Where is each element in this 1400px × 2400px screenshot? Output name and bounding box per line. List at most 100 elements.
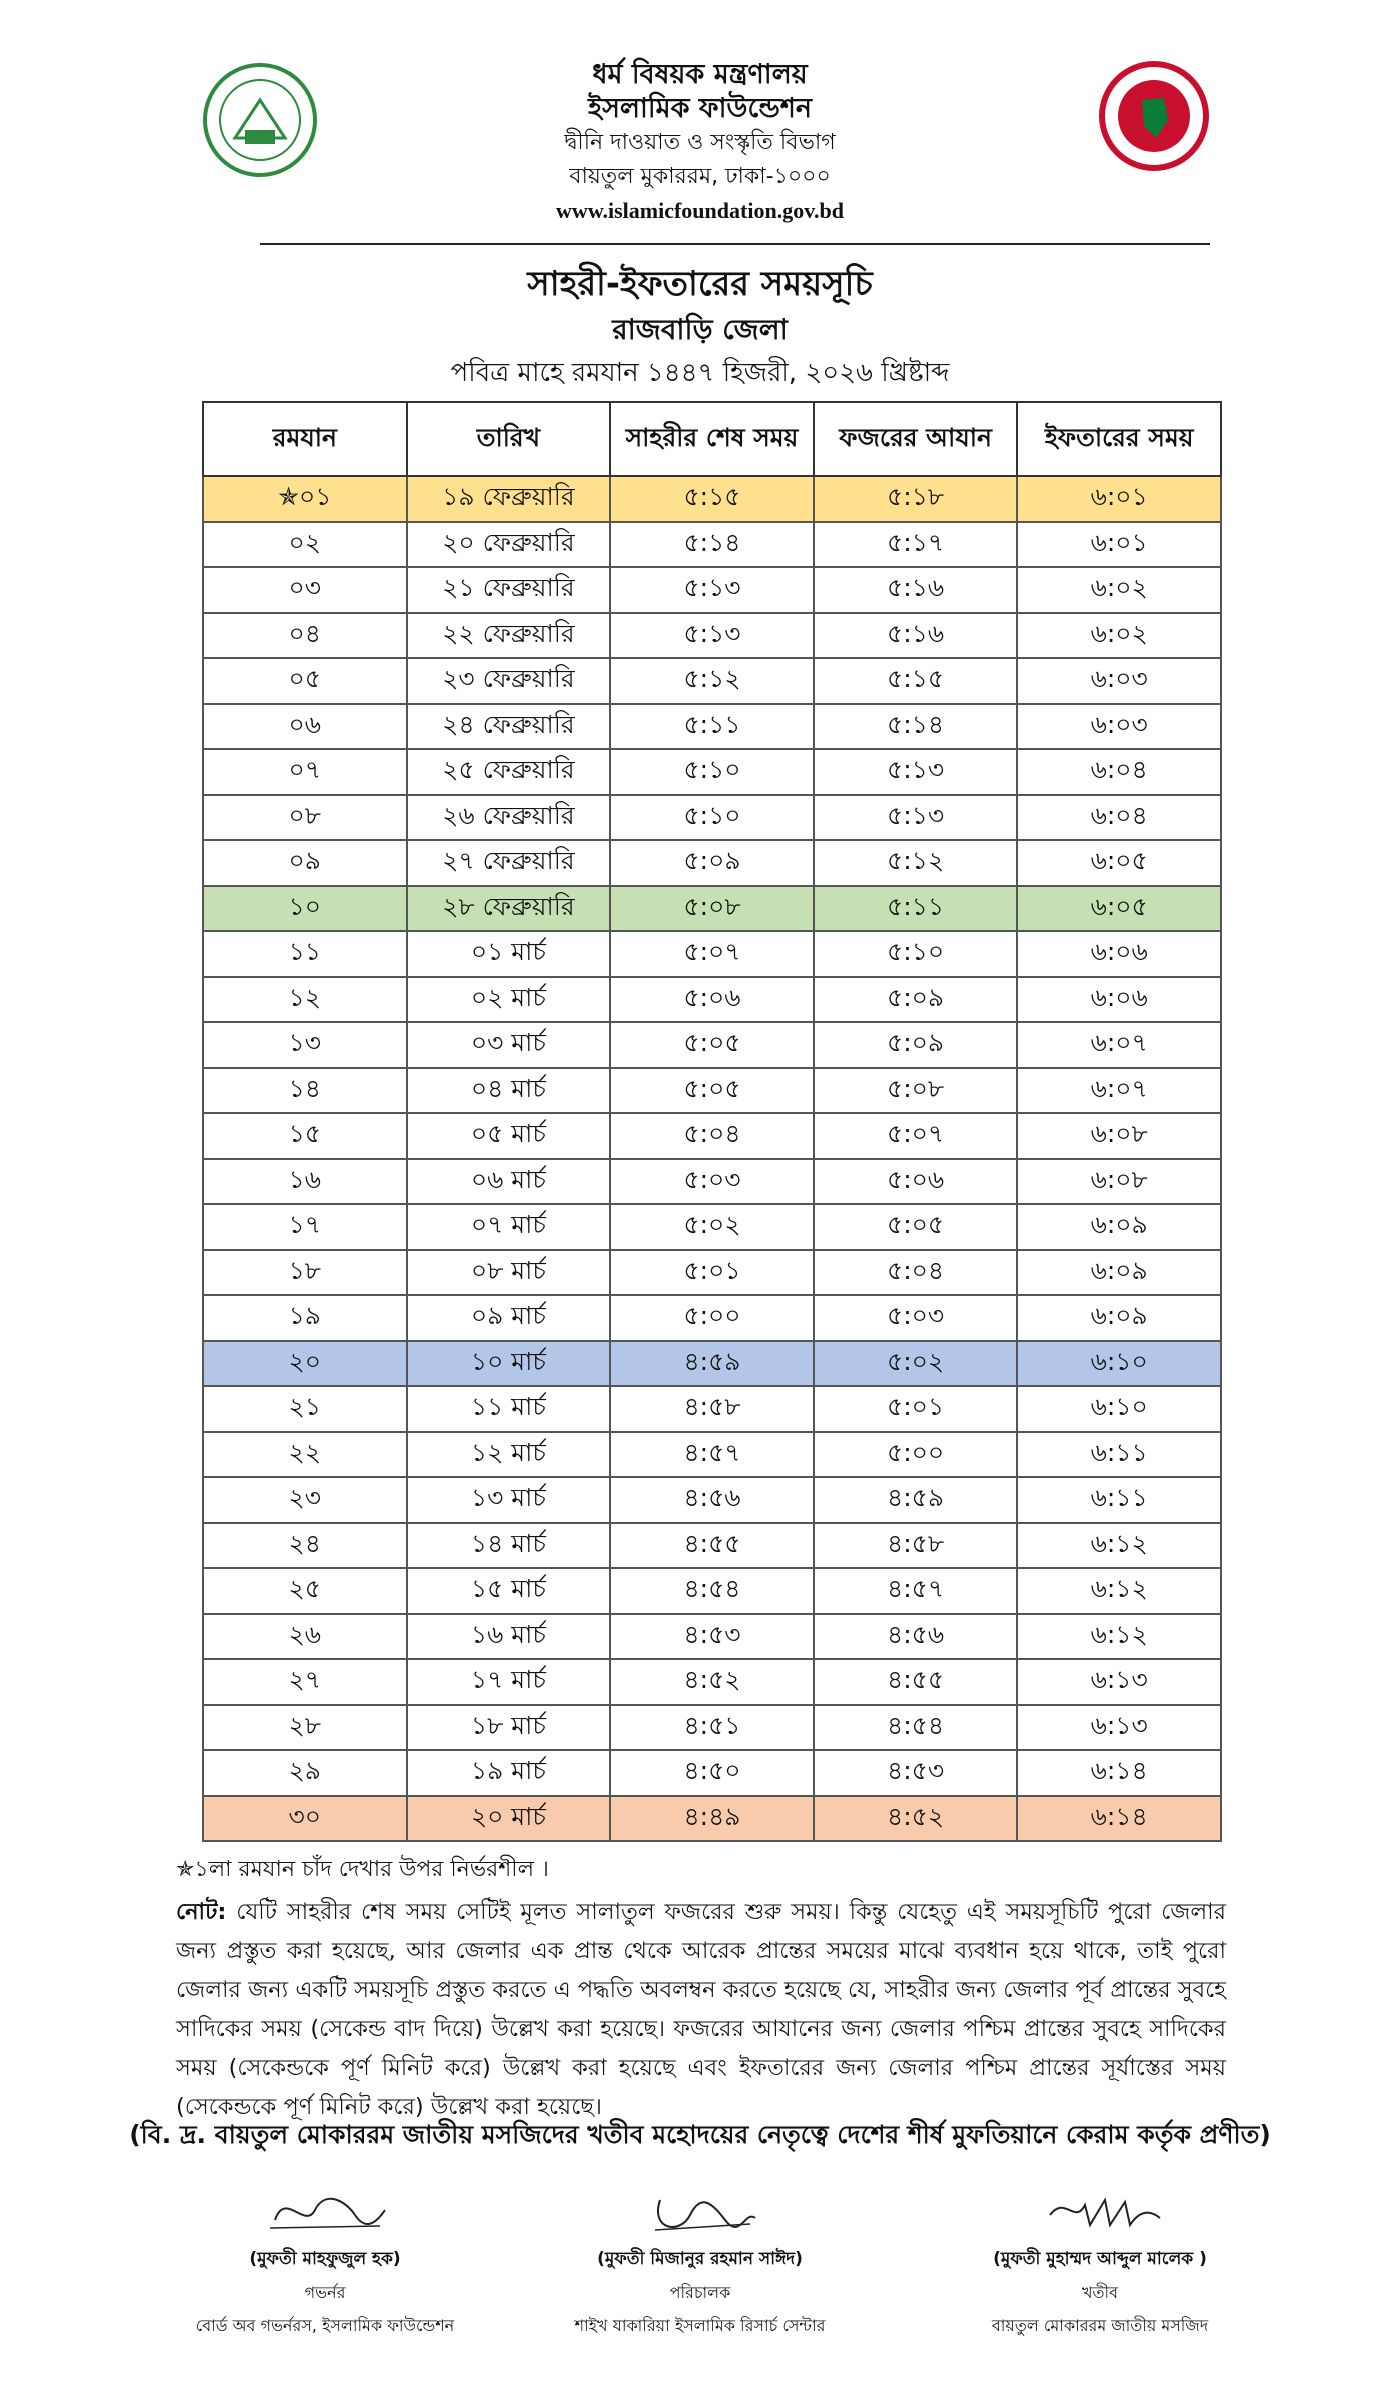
- signatory-name: (মুফতী মাহফুজুল হক): [249, 2249, 401, 2269]
- table-row: ০৪ ২২ ফেব্রুয়ারি ৫:১৩ ৫:১৬ ৬:০২: [202, 611, 1222, 659]
- table-cell: ৫:১১: [812, 884, 1019, 932]
- table-cell: ৫:০৪: [609, 1112, 815, 1160]
- table-cell: ৬:১৪: [1016, 1749, 1222, 1797]
- table-cell: ৪:৫৭: [609, 1430, 815, 1478]
- table-cell: ০৮: [202, 793, 408, 841]
- government-logo: [1099, 61, 1209, 171]
- table-cell: ৬:০৮: [1016, 1112, 1222, 1160]
- table-cell: ৫:০৫: [812, 1203, 1019, 1251]
- table-cell: ২৮ ফেব্রুয়ারি: [405, 884, 612, 932]
- table-cell: ৪:৫৩: [812, 1749, 1019, 1797]
- table-cell: ৫:১৩: [609, 566, 815, 614]
- table-cell: ১৭: [202, 1203, 408, 1251]
- table-cell: ৬:০৯: [1016, 1248, 1222, 1296]
- table-cell: ৫:১০: [609, 748, 815, 796]
- table-cell: ২৩ ফেব্রুয়ারি: [405, 657, 612, 705]
- table-cell: ৬:০৩: [1016, 657, 1222, 705]
- table-cell: ৪:৫৯: [609, 1339, 815, 1387]
- table-row: ২৯ ১৯ মার্চ ৪:৫০ ৪:৫৩ ৬:১৪: [202, 1749, 1222, 1797]
- table-row: ৩০ ২০ মার্চ ৪:৪৯ ৪:৫২ ৬:১৪: [202, 1794, 1222, 1842]
- table-cell: ২৪ ফেব্রুয়ারি: [405, 702, 612, 750]
- signatory-role: গভর্নর: [304, 2283, 346, 2302]
- table-cell: ৬:১৩: [1016, 1703, 1222, 1751]
- table-cell: ৫:১৬: [812, 566, 1019, 614]
- table-cell: ৪:৫৩: [609, 1612, 815, 1660]
- table-cell: ২৭ ফেব্রুয়ারি: [405, 839, 612, 887]
- table-cell: ৫:১১: [609, 702, 815, 750]
- table-cell: ৫:১৩: [609, 611, 815, 659]
- table-cell: ৬:০৭: [1016, 1021, 1222, 1069]
- table-cell: ১২: [202, 975, 408, 1023]
- table-row: ০৮ ২৬ ফেব্রুয়ারি ৫:১০ ৫:১৩ ৬:০৪: [202, 793, 1222, 841]
- table-cell: ১৪: [202, 1066, 408, 1114]
- table-cell: ৫:০৯: [812, 975, 1019, 1023]
- table-cell: ২৯: [202, 1749, 408, 1797]
- signatory-name: (মুফতী মিজানুর রহমান সাঈদ): [597, 2249, 803, 2269]
- table-cell: ৫:০৩: [609, 1157, 815, 1205]
- table-row: ২১ ১১ মার্চ ৪:৫৮ ৫:০১ ৬:১০: [202, 1385, 1222, 1433]
- table-row: ০৬ ২৪ ফেব্রুয়ারি ৫:১১ ৫:১৪ ৬:০৩: [202, 702, 1222, 750]
- table-cell: ৪:৫৪: [812, 1703, 1019, 1751]
- table-cell: ৪:৫৫: [812, 1658, 1019, 1706]
- table-cell: ১৫: [202, 1112, 408, 1160]
- table-cell: ৫:১৮: [812, 475, 1019, 523]
- header-row: রমযান তারিখ সাহরীর শেষ সময় ফজরের আযান ইফতার…: [202, 401, 1222, 477]
- table-cell: ৬:০৪: [1016, 793, 1222, 841]
- signatory: (মুফতী মিজানুর রহমান সাঈদ) পরিচালক শাইখ …: [490, 2180, 910, 2340]
- table-row: ১৬ ০৬ মার্চ ৫:০৩ ৫:০৬ ৬:০৮: [202, 1157, 1222, 1205]
- table-cell: ৫:০৪: [812, 1248, 1019, 1296]
- column-header: তারিখ: [405, 401, 612, 477]
- table-cell: ৬:০১: [1016, 475, 1222, 523]
- table-cell: ৫:০৬: [609, 975, 815, 1023]
- table-cell: ১৩: [202, 1021, 408, 1069]
- table-cell: ৫:০৮: [812, 1066, 1019, 1114]
- table-cell: ২০: [202, 1339, 408, 1387]
- table-cell: ৫:১২: [812, 839, 1019, 887]
- ministry: ধর্ম বিষয়ক মন্ত্রণালয়: [592, 59, 808, 90]
- table-cell: ৬:০৪: [1016, 748, 1222, 796]
- table-cell: ৫:১৭: [812, 520, 1019, 568]
- table-cell: ১৫ মার্চ: [405, 1567, 612, 1615]
- table-cell: ৪:৫৮: [812, 1521, 1019, 1569]
- table-cell: ৫:০৮: [609, 884, 815, 932]
- table-cell: ৫:১৫: [609, 475, 815, 523]
- table-cell: ১২ মার্চ: [405, 1430, 612, 1478]
- table-cell: ২৬: [202, 1612, 408, 1660]
- note-label: নোট:: [176, 1899, 227, 1925]
- table-cell: ২৭: [202, 1658, 408, 1706]
- table-cell: ০৫ মার্চ: [405, 1112, 612, 1160]
- table-cell: ৫:০২: [609, 1203, 815, 1251]
- table-cell: ৬:০১: [1016, 520, 1222, 568]
- table-cell: ৬:১৩: [1016, 1658, 1222, 1706]
- table-cell: ১৮: [202, 1248, 408, 1296]
- signatory-name: (মুফতী মুহাম্মদ আব্দুল মালেক ): [993, 2249, 1207, 2269]
- table-cell: ০৪ মার্চ: [405, 1066, 612, 1114]
- table-cell: ১১ মার্চ: [405, 1385, 612, 1433]
- table-row: ২৬ ১৬ মার্চ ৪:৫৩ ৪:৫৬ ৬:১২: [202, 1612, 1222, 1660]
- table-cell: ১০ মার্চ: [405, 1339, 612, 1387]
- table-cell: ২৩: [202, 1476, 408, 1524]
- signatory-org: বোর্ড অব গভর্নরস, ইসলামিক ফাউন্ডেশন: [195, 2316, 455, 2335]
- table-cell: ৫:০১: [812, 1385, 1019, 1433]
- table-cell: ৪:৫৬: [609, 1476, 815, 1524]
- table-cell: ০৮ মার্চ: [405, 1248, 612, 1296]
- table-cell: ৫:০৬: [812, 1157, 1019, 1205]
- table-cell: ৬:০৬: [1016, 930, 1222, 978]
- organization: ইসলামিক ফাউন্ডেশন: [588, 93, 812, 124]
- table-cell: ০৯: [202, 839, 408, 887]
- table-cell: ২৫ ফেব্রুয়ারি: [405, 748, 612, 796]
- table-cell: ৫:১৩: [812, 793, 1019, 841]
- table-cell: ১৬ মার্চ: [405, 1612, 612, 1660]
- table-cell: ৬:১৪: [1016, 1794, 1222, 1842]
- table-row: ১১ ০১ মার্চ ৫:০৭ ৫:১০ ৬:০৬: [202, 930, 1222, 978]
- table-cell: ৫:১০: [609, 793, 815, 841]
- table-cell: ৫:০৯: [812, 1021, 1019, 1069]
- table-cell: ৩০: [202, 1794, 408, 1842]
- table-cell: ৫:০৭: [609, 930, 815, 978]
- signature: [654, 2199, 756, 2231]
- table-cell: ২০ ফেব্রুয়ারি: [405, 520, 612, 568]
- column-header: ফজরের আযান: [812, 401, 1019, 477]
- table-cell: ৬:০২: [1016, 566, 1222, 614]
- table-cell: ৬:১২: [1016, 1521, 1222, 1569]
